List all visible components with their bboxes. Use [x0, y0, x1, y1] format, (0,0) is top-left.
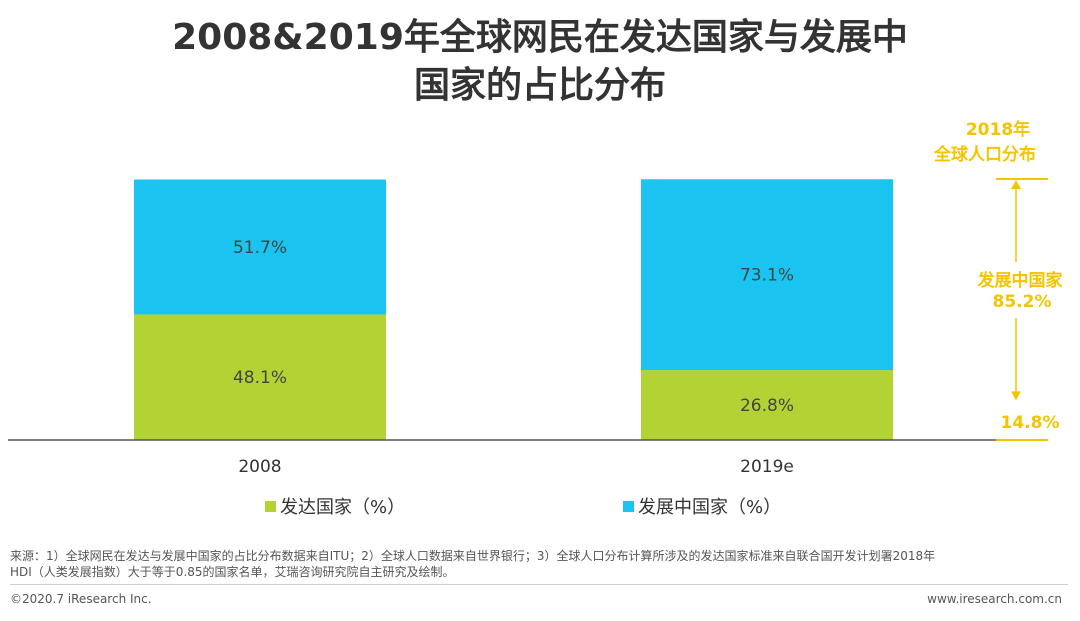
data-label-2008-series-0: 48.1%: [233, 368, 287, 388]
annotation-title-line-1: 2018年: [966, 119, 1030, 140]
data-label-2019e-series-1: 73.1%: [740, 266, 794, 286]
legend-label-1: 发展中国家（%）: [638, 497, 781, 518]
annotation-developing-label: 发展中国家: [977, 270, 1063, 291]
title-line-2: 国家的占比分布: [413, 65, 666, 106]
x-tick-label-1: 2019e: [740, 457, 794, 477]
arrow-down-icon: [1011, 391, 1021, 401]
bars-group: 48.1% 51.7% 26.8% 73.1%: [134, 179, 893, 440]
legend-swatch-0: [265, 501, 276, 512]
website-link[interactable]: www.iresearch.com.cn: [927, 592, 1062, 606]
bar-2008-series-1: [134, 179, 386, 315]
stacked-bar-chart: 48.1% 51.7% 26.8% 73.1% 2008 2019e 发达国家（%） 发展…: [8, 119, 1063, 518]
bar-2019e-series-0: [641, 370, 893, 440]
arrow-up-icon: [1011, 180, 1021, 189]
bar-2008-series-0: [134, 314, 386, 440]
data-label-2008-series-1: 51.7%: [233, 238, 287, 258]
footer-divider: [10, 584, 1068, 585]
annotation-developed-value: 14.8%: [1001, 413, 1060, 433]
page-title: 2008&2019年全球网民在发达国家与发展中 国家的占比分布: [0, 14, 1080, 110]
annotation-developing-value: 85.2%: [993, 292, 1052, 312]
legend-label-0: 发达国家（%）: [280, 497, 405, 518]
legend: 发达国家（%） 发展中国家（%）: [265, 497, 781, 518]
copyright-text: ©2020.7 iResearch Inc.: [10, 592, 152, 606]
title-line-1: 2008&2019年全球网民在发达国家与发展中: [172, 17, 908, 58]
source-line-2: HDI（人类发展指数）大于等于0.85的国家名单，艾瑞咨询研究院自主研究及绘制。: [10, 565, 455, 579]
source-note: 来源：1）全球网民在发达与发展中国家的占比分布数据来自ITU；2）全球人口数据来…: [10, 548, 1070, 580]
source-line-1: 来源：1）全球网民在发达与发展中国家的占比分布数据来自ITU；2）全球人口数据来…: [10, 549, 936, 563]
x-tick-labels: 2008 2019e: [238, 457, 794, 477]
legend-swatch-1: [623, 501, 634, 512]
data-label-2019e-series-0: 26.8%: [740, 396, 794, 416]
x-tick-label-0: 2008: [238, 457, 281, 477]
bar-2019e-series-1: [641, 179, 893, 371]
annotation-title-line-2: 全球人口分布: [933, 144, 1036, 165]
